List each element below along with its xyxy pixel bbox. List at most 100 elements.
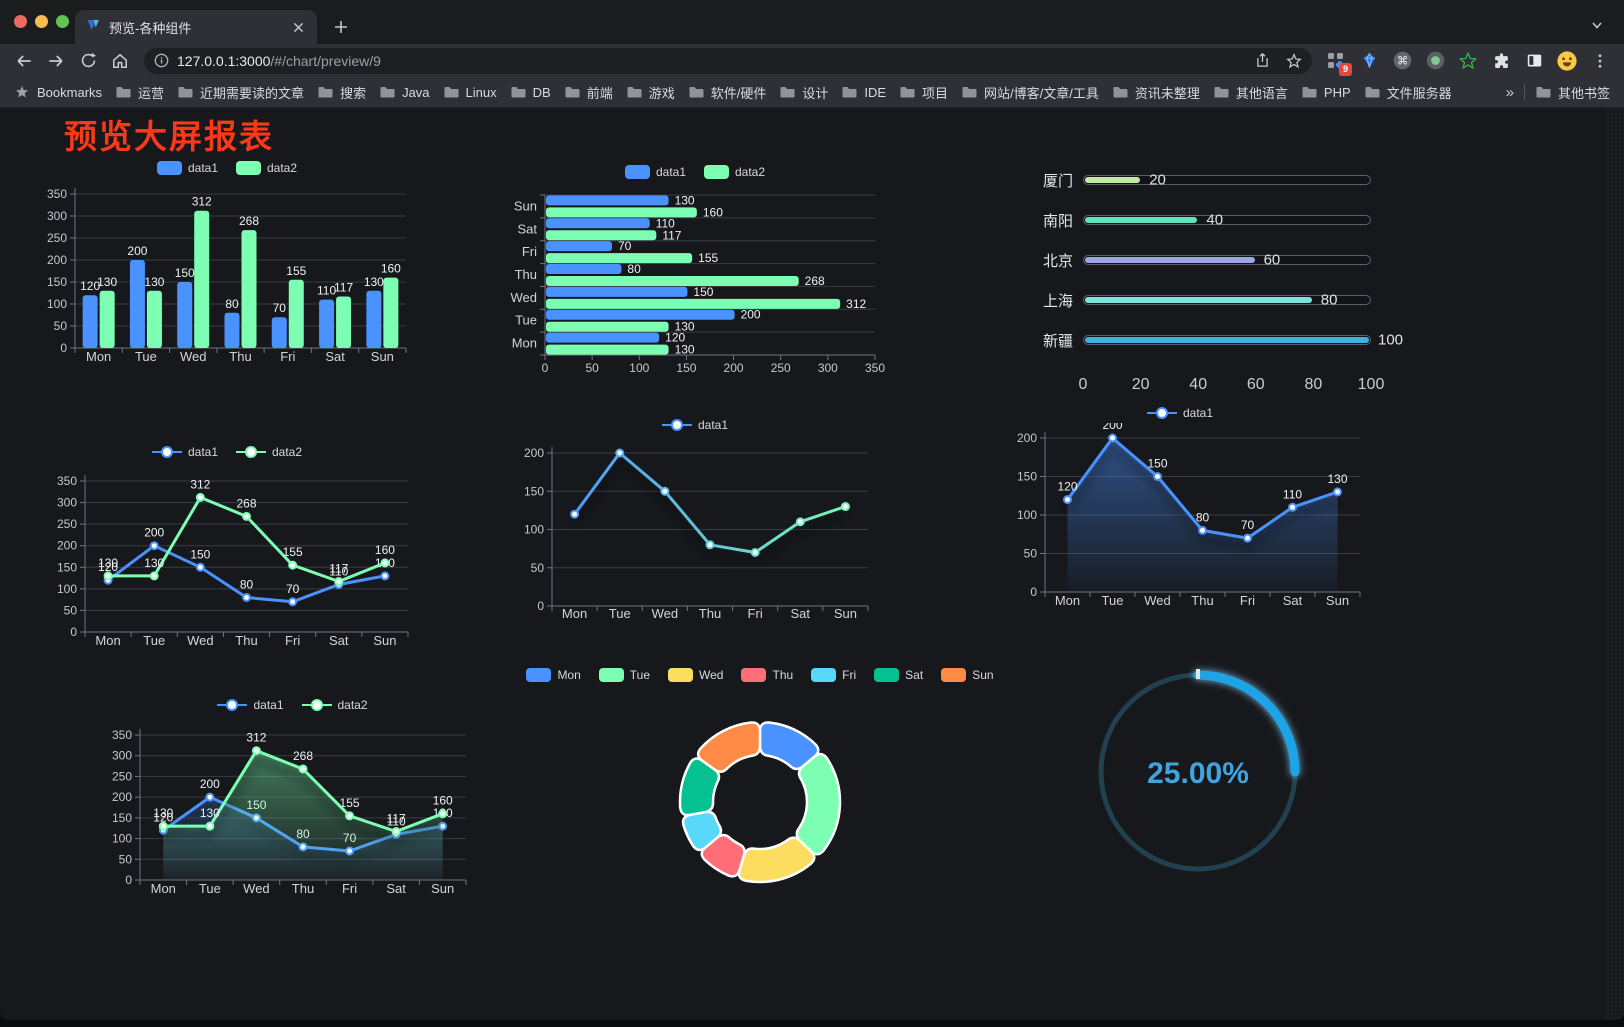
svg-text:250: 250 bbox=[57, 517, 77, 531]
bookmark-folder[interactable]: 网站/博客/文章/工具 bbox=[961, 83, 1099, 102]
legend-item-Thu[interactable]: Thu bbox=[741, 668, 793, 682]
legend-item-data1[interactable]: data1 bbox=[151, 445, 218, 459]
legend-item-data1[interactable]: data1 bbox=[156, 161, 218, 175]
chart-plot: 0 50 100 150 200 Mon Tue Wed Thu Fri Sat Sun bbox=[505, 435, 885, 630]
svg-text:110: 110 bbox=[329, 565, 348, 579]
bookmark-folder[interactable]: 游戏 bbox=[626, 83, 675, 102]
green-star-extension-icon[interactable] bbox=[1456, 49, 1480, 73]
svg-text:200: 200 bbox=[127, 244, 147, 258]
minimize-window-button[interactable] bbox=[35, 15, 48, 28]
bookmark-folder[interactable]: 其他语言 bbox=[1213, 83, 1288, 102]
close-window-button[interactable] bbox=[14, 15, 27, 28]
bookmark-folder[interactable]: PHP bbox=[1301, 85, 1351, 100]
svg-text:200: 200 bbox=[741, 308, 761, 322]
legend-item-Tue[interactable]: Tue bbox=[598, 668, 650, 682]
other-bookmarks-label: 其他书签 bbox=[1557, 85, 1610, 101]
svg-text:200: 200 bbox=[1102, 423, 1122, 432]
bookmark-folder[interactable]: 文件服务器 bbox=[1364, 83, 1452, 102]
legend-item-data1[interactable]: data1 bbox=[217, 698, 284, 712]
progress-row-label: 上海 bbox=[1042, 292, 1073, 310]
two-series-line-chart: data1 data2 0 50 100 150 200 250 300 350 Mon Tue Wed… bbox=[38, 442, 416, 657]
zoom-window-button[interactable] bbox=[56, 15, 69, 28]
bookmark-folder[interactable]: Linux bbox=[443, 85, 497, 100]
home-button[interactable] bbox=[104, 47, 136, 75]
svg-text:130: 130 bbox=[98, 556, 118, 570]
legend-item-Mon[interactable]: Mon bbox=[526, 668, 581, 682]
svg-text:160: 160 bbox=[375, 543, 395, 557]
legend-item-data1[interactable]: data1 bbox=[624, 165, 686, 179]
legend-item-data1[interactable]: data1 bbox=[1146, 406, 1213, 420]
chart-plot: 0 50 100 150 200 250 300 350 Mon Tue Wed Thu Fri Sat S… bbox=[95, 715, 490, 910]
legend-item-Wed[interactable]: Wed bbox=[668, 668, 723, 682]
svg-text:Thu: Thu bbox=[515, 267, 537, 282]
bookmark-folder[interactable]: 软件/硬件 bbox=[688, 83, 766, 102]
other-bookmarks-folder[interactable]: 其他书签 bbox=[1535, 83, 1610, 102]
svg-text:130: 130 bbox=[675, 193, 695, 207]
progress-row-label: 北京 bbox=[1042, 252, 1073, 270]
svg-text:155: 155 bbox=[340, 796, 360, 810]
app-grid-extension-icon[interactable]: 9 bbox=[1324, 49, 1352, 76]
legend-item-Sun[interactable]: Sun bbox=[941, 668, 994, 682]
address-bar[interactable]: 127.0.0.1:3000/#/chart/preview/9 bbox=[144, 47, 1312, 74]
bookmark-folder[interactable]: DB bbox=[510, 85, 551, 100]
share-button[interactable] bbox=[1250, 49, 1274, 73]
tab-close-icon[interactable] bbox=[289, 18, 307, 36]
tab-title: 预览-各种组件 bbox=[109, 20, 192, 36]
svg-text:Sun: Sun bbox=[514, 198, 537, 213]
bookmark-folder[interactable]: 运营 bbox=[115, 83, 164, 102]
bookmarks-manager-item[interactable]: Bookmarks bbox=[14, 84, 102, 100]
svg-text:100: 100 bbox=[629, 361, 649, 372]
svg-text:117: 117 bbox=[662, 228, 681, 242]
bookmark-folder[interactable]: 前端 bbox=[564, 83, 613, 102]
svg-text:Mon: Mon bbox=[1055, 593, 1080, 608]
bookmark-folder[interactable]: 近期需要读的文章 bbox=[177, 83, 304, 102]
site-info-icon[interactable] bbox=[154, 53, 169, 68]
svg-text:Mon: Mon bbox=[95, 633, 120, 648]
legend-item-data1[interactable]: data1 bbox=[661, 418, 728, 432]
bookmark-folder[interactable]: IDE bbox=[841, 85, 886, 100]
extensions-puzzle-icon[interactable] bbox=[1489, 49, 1513, 73]
legend-item-data2[interactable]: data2 bbox=[236, 445, 302, 459]
bookmark-folder[interactable]: 资讯未整理 bbox=[1112, 83, 1200, 102]
reader-mode-extension-icon[interactable] bbox=[1522, 49, 1546, 73]
bookmark-folder[interactable]: 搜索 bbox=[317, 83, 366, 102]
svg-text:50: 50 bbox=[119, 852, 133, 866]
bookmarks-overflow-chevron[interactable]: » bbox=[1505, 83, 1514, 101]
legend-item-Sat[interactable]: Sat bbox=[874, 668, 923, 682]
new-tab-button[interactable] bbox=[327, 13, 355, 41]
legend-item-data2[interactable]: data2 bbox=[704, 165, 765, 179]
svg-text:200: 200 bbox=[57, 539, 77, 553]
svg-text:100: 100 bbox=[112, 832, 132, 846]
folder-icon bbox=[900, 87, 915, 98]
tab-search-chevron-icon[interactable] bbox=[1586, 14, 1608, 36]
browser-menu-icon[interactable] bbox=[1588, 49, 1612, 73]
folder-icon bbox=[318, 87, 333, 98]
legend-item-data2[interactable]: data2 bbox=[301, 698, 368, 712]
svg-text:80: 80 bbox=[1196, 510, 1210, 524]
profile-avatar[interactable] bbox=[1555, 49, 1579, 73]
progress-track: 80 bbox=[1083, 292, 1371, 309]
progress-row-label: 厦门 bbox=[1042, 172, 1073, 190]
svg-text:50: 50 bbox=[54, 319, 68, 333]
svg-text:150: 150 bbox=[524, 484, 544, 498]
bookmark-folder[interactable]: 设计 bbox=[779, 83, 828, 102]
back-button[interactable] bbox=[8, 47, 40, 75]
bookmark-star-icon[interactable] bbox=[1282, 49, 1306, 73]
svg-text:130: 130 bbox=[1327, 472, 1347, 486]
gem-extension-icon[interactable] bbox=[1357, 49, 1381, 73]
browser-tab[interactable]: 预览-各种组件 bbox=[75, 10, 317, 44]
url-host: 127.0.0.1:3000 bbox=[177, 52, 271, 69]
chart-legend: Mon Tue Wed Thu Fri Sat Sun bbox=[515, 665, 1005, 685]
svg-text:0: 0 bbox=[60, 341, 67, 355]
forward-button[interactable] bbox=[40, 47, 72, 75]
bookmark-folder[interactable]: Java bbox=[379, 85, 430, 100]
legend-item-data2[interactable]: data2 bbox=[236, 161, 297, 175]
command-extension-icon[interactable]: ⌘ bbox=[1390, 49, 1414, 73]
svg-text:200: 200 bbox=[144, 526, 164, 540]
svg-text:0: 0 bbox=[70, 625, 77, 639]
reload-button[interactable] bbox=[72, 47, 104, 75]
bookmark-folder[interactable]: 项目 bbox=[899, 83, 948, 102]
green-dot-extension-icon[interactable] bbox=[1423, 49, 1447, 73]
legend-item-Fri[interactable]: Fri bbox=[811, 668, 856, 682]
svg-text:70: 70 bbox=[1241, 518, 1255, 532]
